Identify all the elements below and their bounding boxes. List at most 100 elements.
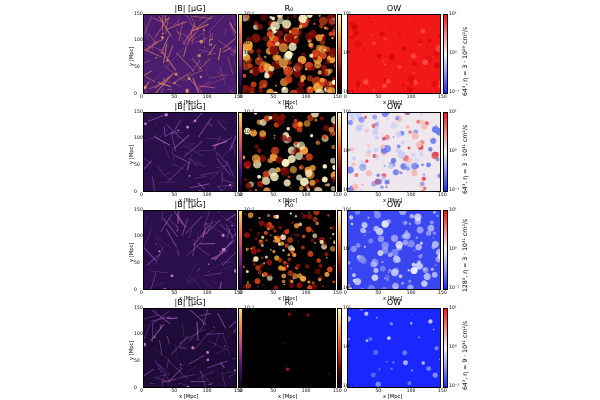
ow-patch — [380, 191, 383, 192]
r0-blob — [293, 35, 297, 39]
x-tick-label: 50 — [171, 193, 178, 198]
r0-blob — [281, 273, 287, 279]
x-tick-label: 150 — [234, 193, 243, 198]
r0-blob — [325, 256, 328, 259]
r0-blob — [293, 61, 304, 72]
r0-blob — [292, 273, 299, 280]
b-filament — [217, 121, 227, 131]
x-axis-label: x [Mpc] — [383, 394, 403, 400]
r0-blob — [262, 36, 268, 42]
ow-patch — [421, 163, 424, 167]
b-knot — [186, 125, 190, 129]
b-knot — [187, 77, 191, 81]
r0-blob — [306, 313, 310, 317]
b-filament — [175, 224, 180, 230]
y-axis-label: y [Mpc] — [129, 144, 135, 164]
ow-patch — [355, 124, 363, 132]
figure-row: |B| [μG] R₀ OW y [Mpc] 0 50 100 150 0 50 100 150 x [… — [0, 102, 600, 204]
b-filament — [187, 37, 190, 46]
y-axis-label: y [Mpc] — [129, 46, 135, 66]
b-filament — [173, 211, 184, 226]
b-filament — [208, 340, 228, 351]
r0-blob — [269, 66, 275, 72]
r0-blob — [326, 183, 330, 187]
b-filament — [153, 376, 166, 382]
ow-patch — [380, 144, 386, 149]
ow-patch — [409, 49, 412, 52]
ow-patch — [407, 75, 415, 83]
ow-patch — [405, 190, 406, 191]
ow-patch — [431, 245, 436, 250]
b-filament — [225, 224, 235, 242]
ow-patch — [381, 113, 389, 118]
b-filament — [205, 262, 224, 274]
b-filament — [233, 58, 236, 68]
r0-blob — [290, 280, 294, 283]
ow-patch — [430, 151, 433, 154]
ow-patch — [416, 226, 424, 234]
ow-colorbar-tick: 10⁰ — [449, 247, 457, 252]
y-tick-label: 50 — [134, 64, 140, 70]
ow-patch — [353, 30, 359, 36]
r0-blob — [244, 213, 247, 215]
b-map-image — [144, 113, 236, 191]
r0-blob — [288, 42, 297, 52]
ow-patch — [392, 136, 395, 138]
b-filament — [166, 47, 185, 67]
r0-blob — [273, 36, 279, 42]
b-knot — [235, 85, 236, 87]
x-tick-label: 50 — [171, 291, 178, 296]
r0-blob — [320, 64, 327, 71]
r0-blob — [269, 233, 272, 237]
ow-patch — [428, 319, 433, 324]
r0-blob — [281, 86, 289, 93]
r0-blob — [263, 230, 268, 235]
b-knot — [173, 81, 176, 84]
b-filament — [183, 46, 187, 57]
r0-blob — [262, 176, 271, 185]
ow-patch — [387, 163, 394, 170]
ow-patch — [408, 279, 412, 283]
b-filament — [144, 135, 158, 142]
ow-patch — [370, 191, 371, 192]
x-tick-label: 50 — [171, 389, 178, 394]
b-colorbar-tick: 10⁻⁴ — [244, 325, 255, 331]
b-filament — [153, 121, 158, 128]
b-filament — [152, 176, 155, 191]
figure-row: |B| [μG] R₀ OW y [Mpc] 0 50 100 150 0 50 100 150 x [… — [0, 298, 600, 400]
ow-patch — [361, 183, 364, 187]
ow-patch — [437, 173, 440, 179]
ow-patch — [423, 273, 431, 281]
ow-patch — [438, 358, 440, 361]
r-map-image — [243, 15, 335, 93]
r0-blob — [294, 141, 299, 145]
r0-blob — [332, 62, 335, 66]
ow-patch — [373, 349, 379, 356]
r0-blob — [289, 186, 292, 189]
r0-blob — [330, 225, 335, 230]
ow-patch — [364, 115, 367, 119]
r0-blob — [318, 15, 321, 17]
b-filament — [176, 52, 194, 72]
ow-patch — [361, 288, 364, 289]
b-filament — [162, 77, 166, 86]
b-filament — [219, 250, 222, 252]
b-filament — [160, 35, 170, 54]
b-filament — [207, 15, 226, 34]
b-knot — [233, 369, 236, 372]
r0-blob — [298, 164, 304, 170]
ow-colorbar-tick: 10¹ — [449, 110, 457, 115]
x-tick-label: 150 — [234, 95, 243, 100]
ow-patch — [414, 218, 422, 225]
r0-blob — [282, 19, 292, 29]
b-map — [143, 308, 237, 388]
y-tick-label: 150 — [134, 207, 143, 213]
b-map — [143, 14, 237, 94]
ow-patch — [380, 175, 387, 181]
r0-blob — [278, 43, 288, 53]
ow-patch — [406, 86, 413, 93]
r0-blob — [302, 234, 306, 239]
ow-patch — [428, 147, 433, 152]
r0-blob — [298, 186, 304, 191]
b-filament — [174, 155, 191, 164]
